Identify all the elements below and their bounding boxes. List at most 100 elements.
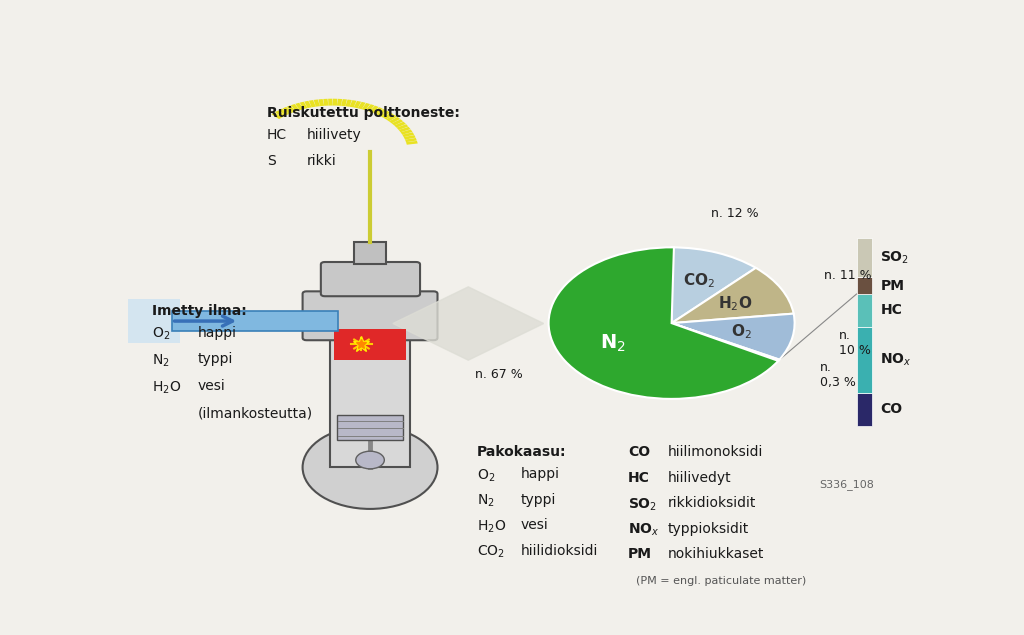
Polygon shape — [393, 287, 544, 360]
Polygon shape — [407, 141, 418, 145]
Text: O$_2$: O$_2$ — [477, 467, 496, 484]
Text: H$_2$O: H$_2$O — [477, 518, 507, 535]
Text: H$_2$O: H$_2$O — [152, 379, 181, 396]
Text: rikki: rikki — [306, 154, 336, 168]
Text: hiilivety: hiilivety — [306, 128, 361, 142]
Bar — [856, 277, 872, 294]
Bar — [337, 415, 403, 441]
Wedge shape — [672, 268, 794, 323]
Text: Imetty ilma:: Imetty ilma: — [152, 304, 247, 318]
Polygon shape — [389, 117, 400, 123]
Polygon shape — [341, 99, 347, 106]
Text: typpioksidit: typpioksidit — [668, 521, 749, 536]
Bar — [856, 237, 872, 277]
Circle shape — [303, 426, 437, 509]
Polygon shape — [366, 104, 375, 112]
Text: S336_108: S336_108 — [819, 479, 873, 490]
Wedge shape — [672, 248, 756, 323]
Polygon shape — [304, 101, 311, 108]
Polygon shape — [337, 99, 342, 106]
Text: S: S — [267, 154, 275, 168]
Text: O$_2$: O$_2$ — [731, 322, 752, 341]
Text: N$_2$: N$_2$ — [477, 493, 495, 509]
Text: CO: CO — [881, 403, 902, 417]
Text: CO$_2$: CO$_2$ — [683, 272, 715, 290]
Polygon shape — [383, 112, 394, 119]
Text: NO$_x$: NO$_x$ — [628, 521, 659, 538]
Text: NO$_x$: NO$_x$ — [881, 352, 911, 368]
Text: H$_2$O: H$_2$O — [718, 294, 753, 312]
Polygon shape — [400, 130, 413, 135]
Text: happi: happi — [521, 467, 560, 481]
Bar — [128, 299, 179, 343]
Text: vesi: vesi — [198, 379, 225, 393]
Polygon shape — [313, 100, 319, 107]
Text: n. 12 %: n. 12 % — [711, 208, 758, 220]
Text: rikkidioksidit: rikkidioksidit — [668, 496, 756, 510]
Polygon shape — [361, 103, 370, 110]
Polygon shape — [328, 98, 333, 105]
Text: CO: CO — [628, 445, 650, 459]
Text: hiilivedyt: hiilivedyt — [668, 471, 731, 485]
Bar — [856, 393, 872, 426]
Polygon shape — [324, 99, 329, 106]
Text: n.
10 %: n. 10 % — [840, 329, 871, 357]
Polygon shape — [309, 100, 315, 107]
Polygon shape — [403, 135, 416, 140]
Circle shape — [355, 451, 384, 469]
Text: (ilmankosteutta): (ilmankosteutta) — [198, 406, 313, 420]
Polygon shape — [370, 105, 379, 113]
Polygon shape — [396, 124, 409, 130]
Polygon shape — [287, 105, 296, 112]
Text: PM: PM — [628, 547, 652, 561]
Polygon shape — [283, 107, 292, 114]
Text: nokihiukkaset: nokihiukkaset — [668, 547, 764, 561]
Polygon shape — [349, 100, 356, 107]
Text: happi: happi — [198, 326, 237, 340]
Text: hiilidioksidi: hiilidioksidi — [521, 544, 598, 558]
Wedge shape — [672, 314, 795, 359]
Bar — [856, 327, 872, 393]
Text: CO$_2$: CO$_2$ — [477, 544, 505, 560]
Text: n. 11 %: n. 11 % — [823, 269, 871, 282]
Polygon shape — [279, 109, 289, 116]
Polygon shape — [392, 119, 403, 126]
Polygon shape — [394, 122, 406, 128]
Bar — [856, 294, 872, 327]
Polygon shape — [318, 99, 325, 106]
Wedge shape — [672, 323, 779, 361]
Polygon shape — [275, 110, 286, 117]
Text: SO$_2$: SO$_2$ — [628, 496, 657, 512]
Polygon shape — [291, 104, 300, 111]
Text: SO$_2$: SO$_2$ — [881, 249, 909, 265]
Text: typpi: typpi — [521, 493, 556, 507]
Text: Ruiskutettu polttoneste:: Ruiskutettu polttoneste: — [267, 105, 460, 119]
Text: PM: PM — [881, 279, 904, 293]
Polygon shape — [300, 102, 307, 109]
Text: vesi: vesi — [521, 518, 549, 532]
Text: N$_2$: N$_2$ — [600, 333, 626, 354]
Text: typpi: typpi — [198, 352, 233, 366]
Text: n.
0,3 %: n. 0,3 % — [820, 361, 856, 389]
Polygon shape — [271, 112, 283, 119]
Text: n. 67 %: n. 67 % — [475, 368, 523, 382]
Text: O$_2$: O$_2$ — [152, 326, 170, 342]
Text: HC: HC — [267, 128, 287, 142]
Text: (PM = engl. paticulate matter): (PM = engl. paticulate matter) — [636, 577, 806, 586]
Polygon shape — [402, 132, 414, 137]
Text: HC: HC — [628, 471, 650, 485]
Polygon shape — [353, 101, 361, 108]
Bar — [354, 243, 386, 264]
Bar — [172, 311, 338, 331]
Text: N$_2$: N$_2$ — [152, 352, 170, 369]
FancyBboxPatch shape — [321, 262, 420, 297]
FancyBboxPatch shape — [303, 291, 437, 340]
Bar — [331, 338, 410, 467]
Text: Pakokaasu:: Pakokaasu: — [477, 445, 566, 459]
Polygon shape — [333, 98, 337, 105]
Text: hiilimonoksidi: hiilimonoksidi — [668, 445, 763, 459]
Polygon shape — [345, 100, 351, 107]
Polygon shape — [398, 127, 411, 132]
Polygon shape — [373, 107, 383, 114]
Polygon shape — [295, 103, 304, 110]
